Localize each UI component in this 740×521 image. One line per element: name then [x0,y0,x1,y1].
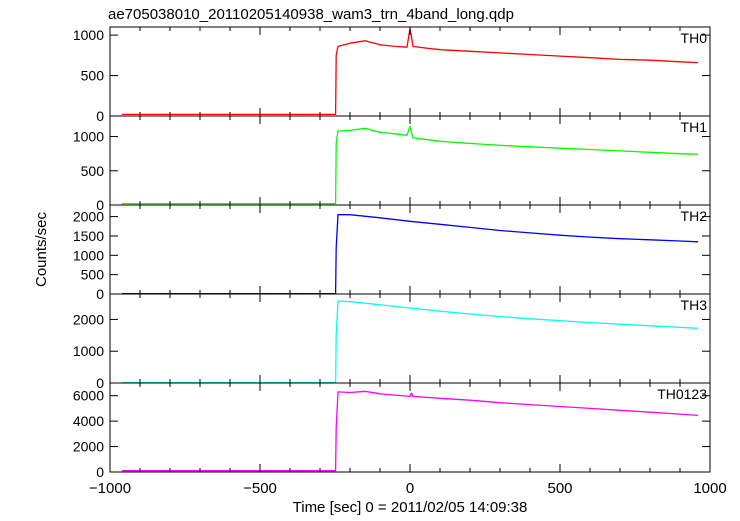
x-tick-label: 1000 [693,480,726,497]
y-tick-label: 500 [81,163,105,179]
y-tick-label: 2000 [73,439,104,455]
series-line-th2 [122,214,699,295]
y-tick-label: 0 [96,375,104,391]
y-tick-label: 0 [96,286,104,302]
x-axis-label: Time [sec] 0 = 2011/02/05 14:09:38 [293,499,528,516]
y-tick-label: 4000 [73,413,104,429]
y-tick-label: 1500 [73,228,104,244]
y-tick-label: 0 [96,108,104,124]
y-tick-label: 0 [96,197,104,213]
series-line-th0123 [122,390,699,472]
x-tick-label: 0 [406,480,414,497]
y-tick-label: 500 [81,68,105,84]
y-tick-label: 6000 [73,388,104,404]
y-tick-label: 1000 [73,247,104,263]
y-tick-label: 2000 [73,311,104,327]
panel-frame-th2 [109,204,711,295]
series-line-th0 [122,27,699,116]
panel-label-th3: TH3 [681,297,708,313]
panel-label-th0123: TH0123 [657,386,707,402]
x-tick-label: 500 [547,480,572,497]
y-tick-label: 1000 [73,27,104,43]
panel-frame-th1 [109,115,711,206]
chart-title: ae705038010_20110205140938_wam3_trn_4ban… [108,6,514,23]
x-tick-label: −1000 [89,480,131,497]
panel-frame-th0 [109,26,711,117]
y-tick-label: 0 [96,464,104,480]
series-line-th3 [122,300,699,384]
y-tick-label: 1000 [73,343,104,359]
y-tick-label: 1000 [73,129,104,145]
panel-label-th1: TH1 [681,119,708,135]
series-line-th1 [122,125,699,205]
y-tick-label: 500 [81,267,105,283]
y-tick-label: 2000 [73,209,104,225]
panel-label-th0: TH0 [681,30,708,46]
panel-label-th2: TH2 [681,208,708,224]
y-axis-label: Counts/sec [33,211,50,287]
x-tick-label: −500 [243,480,277,497]
